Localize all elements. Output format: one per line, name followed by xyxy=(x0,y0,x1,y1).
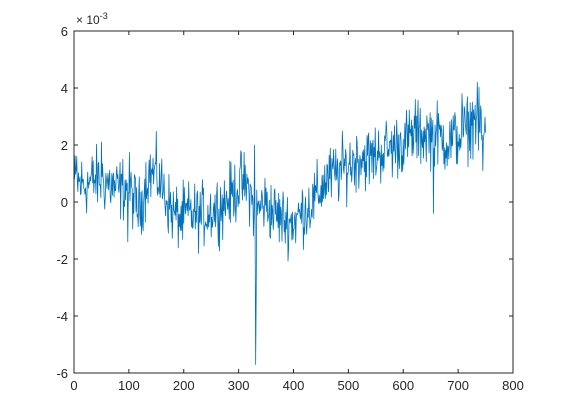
y-tick-label: -2 xyxy=(56,252,68,267)
x-tick-label: 200 xyxy=(173,378,195,393)
x-tick-label: 500 xyxy=(338,378,360,393)
x-tick-label: 700 xyxy=(447,378,469,393)
x-tick-label: 800 xyxy=(502,378,524,393)
y-tick-label: 2 xyxy=(61,138,68,153)
series-layer xyxy=(74,81,486,365)
y-tick-label: -6 xyxy=(56,366,68,381)
plot-background xyxy=(74,31,513,373)
series-line xyxy=(74,81,486,365)
y-tick-label: 6 xyxy=(61,24,68,39)
y-tick-label: 4 xyxy=(61,81,68,96)
x-tick-label: 600 xyxy=(392,378,414,393)
x-axis-ticks: 0 100 200 300 400 500 600 700 800 xyxy=(70,31,524,393)
x-tick-label: 400 xyxy=(283,378,305,393)
y-axis-ticks: -6 -4 -2 0 2 4 6 xyxy=(56,24,513,381)
x-tick-label: 300 xyxy=(228,378,250,393)
y-tick-label: 0 xyxy=(61,195,68,210)
x-tick-label: 0 xyxy=(70,378,77,393)
y-exponent-power: -3 xyxy=(100,11,108,21)
x-tick-label: 100 xyxy=(118,378,140,393)
y-exponent-label: × 10-3 xyxy=(76,11,108,27)
y-tick-label: -4 xyxy=(56,309,68,324)
